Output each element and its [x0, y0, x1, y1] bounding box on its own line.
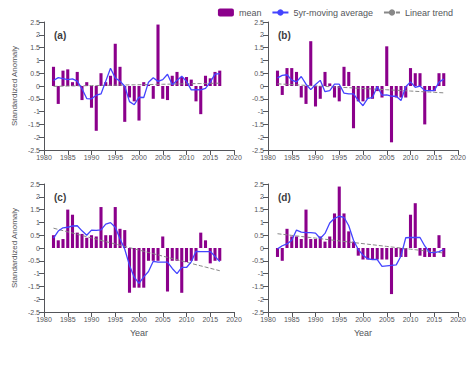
svg-text:0.5: 0.5 — [254, 232, 264, 239]
svg-text:1995: 1995 — [331, 154, 347, 161]
svg-text:-1.5: -1.5 — [28, 121, 40, 128]
svg-text:Linear trend: Linear trend — [405, 8, 453, 18]
svg-text:-1: -1 — [258, 108, 264, 115]
svg-text:1995: 1995 — [107, 316, 123, 323]
svg-text:2.5: 2.5 — [254, 181, 264, 188]
svg-text:-2.5: -2.5 — [252, 147, 264, 154]
svg-text:1985: 1985 — [60, 316, 76, 323]
svg-text:(d): (d) — [278, 192, 291, 203]
svg-text:Standardized Anomaly: Standardized Anomaly — [10, 208, 19, 288]
svg-text:2: 2 — [36, 31, 40, 38]
svg-text:1985: 1985 — [60, 154, 76, 161]
svg-text:1990: 1990 — [308, 154, 324, 161]
svg-text:2: 2 — [260, 193, 264, 200]
svg-text:1980: 1980 — [260, 154, 276, 161]
svg-text:(c): (c) — [54, 192, 66, 203]
svg-text:1.5: 1.5 — [30, 44, 40, 51]
svg-text:-2: -2 — [258, 134, 264, 141]
svg-text:2015: 2015 — [202, 316, 218, 323]
svg-text:-1: -1 — [34, 270, 40, 277]
svg-text:-1: -1 — [258, 270, 264, 277]
svg-text:1985: 1985 — [284, 154, 300, 161]
svg-text:0.5: 0.5 — [30, 232, 40, 239]
svg-text:-2.5: -2.5 — [28, 309, 40, 316]
svg-text:1.5: 1.5 — [30, 206, 40, 213]
svg-text:1995: 1995 — [331, 316, 347, 323]
svg-text:1985: 1985 — [284, 316, 300, 323]
svg-text:1.5: 1.5 — [254, 206, 264, 213]
svg-text:2010: 2010 — [403, 316, 419, 323]
svg-text:2.5: 2.5 — [30, 19, 40, 26]
svg-text:1990: 1990 — [84, 316, 100, 323]
svg-text:2015: 2015 — [426, 316, 442, 323]
svg-text:2015: 2015 — [426, 154, 442, 161]
svg-text:1: 1 — [260, 57, 264, 64]
svg-text:1980: 1980 — [260, 316, 276, 323]
svg-text:-2: -2 — [258, 296, 264, 303]
svg-text:2: 2 — [260, 31, 264, 38]
svg-text:-1.5: -1.5 — [252, 283, 264, 290]
svg-text:-0.5: -0.5 — [28, 257, 40, 264]
svg-text:1980: 1980 — [36, 154, 52, 161]
svg-text:0.5: 0.5 — [30, 70, 40, 77]
svg-text:(b): (b) — [278, 30, 291, 41]
svg-text:-0.5: -0.5 — [252, 257, 264, 264]
svg-text:2005: 2005 — [379, 154, 395, 161]
svg-text:2000: 2000 — [355, 316, 371, 323]
svg-text:0: 0 — [260, 245, 264, 252]
svg-text:2.5: 2.5 — [30, 181, 40, 188]
svg-text:1990: 1990 — [308, 316, 324, 323]
svg-text:2005: 2005 — [155, 316, 171, 323]
svg-text:-2.5: -2.5 — [252, 309, 264, 316]
svg-text:2020: 2020 — [450, 154, 466, 161]
svg-text:2010: 2010 — [179, 316, 195, 323]
svg-text:1995: 1995 — [107, 154, 123, 161]
svg-text:1: 1 — [36, 219, 40, 226]
svg-text:0: 0 — [36, 245, 40, 252]
svg-text:2010: 2010 — [403, 154, 419, 161]
svg-text:2000: 2000 — [131, 154, 147, 161]
svg-text:0: 0 — [36, 83, 40, 90]
svg-text:1980: 1980 — [36, 316, 52, 323]
svg-text:2000: 2000 — [355, 154, 371, 161]
svg-text:-1.5: -1.5 — [252, 121, 264, 128]
svg-text:1: 1 — [36, 57, 40, 64]
svg-text:2020: 2020 — [450, 316, 466, 323]
svg-text:2000: 2000 — [131, 316, 147, 323]
svg-text:Year: Year — [130, 328, 148, 338]
svg-text:Year: Year — [354, 328, 372, 338]
svg-text:1: 1 — [260, 219, 264, 226]
svg-text:-1.5: -1.5 — [28, 283, 40, 290]
svg-text:Standardized Anomaly: Standardized Anomaly — [10, 46, 19, 126]
svg-text:2015: 2015 — [202, 154, 218, 161]
svg-text:1990: 1990 — [84, 154, 100, 161]
svg-text:-0.5: -0.5 — [252, 95, 264, 102]
svg-text:2020: 2020 — [226, 154, 242, 161]
svg-text:2.5: 2.5 — [254, 19, 264, 26]
svg-text:0.5: 0.5 — [254, 70, 264, 77]
svg-text:-2.5: -2.5 — [28, 147, 40, 154]
svg-text:2020: 2020 — [226, 316, 242, 323]
svg-text:2005: 2005 — [379, 316, 395, 323]
svg-text:mean: mean — [239, 8, 262, 18]
svg-text:-2: -2 — [34, 134, 40, 141]
svg-text:(a): (a) — [54, 30, 66, 41]
svg-text:-0.5: -0.5 — [28, 95, 40, 102]
svg-text:-2: -2 — [34, 296, 40, 303]
svg-text:2010: 2010 — [179, 154, 195, 161]
svg-text:-1: -1 — [34, 108, 40, 115]
svg-text:5yr-moving average: 5yr-moving average — [293, 8, 373, 18]
svg-text:1.5: 1.5 — [254, 44, 264, 51]
svg-text:0: 0 — [260, 83, 264, 90]
svg-text:2: 2 — [36, 193, 40, 200]
svg-text:2005: 2005 — [155, 154, 171, 161]
